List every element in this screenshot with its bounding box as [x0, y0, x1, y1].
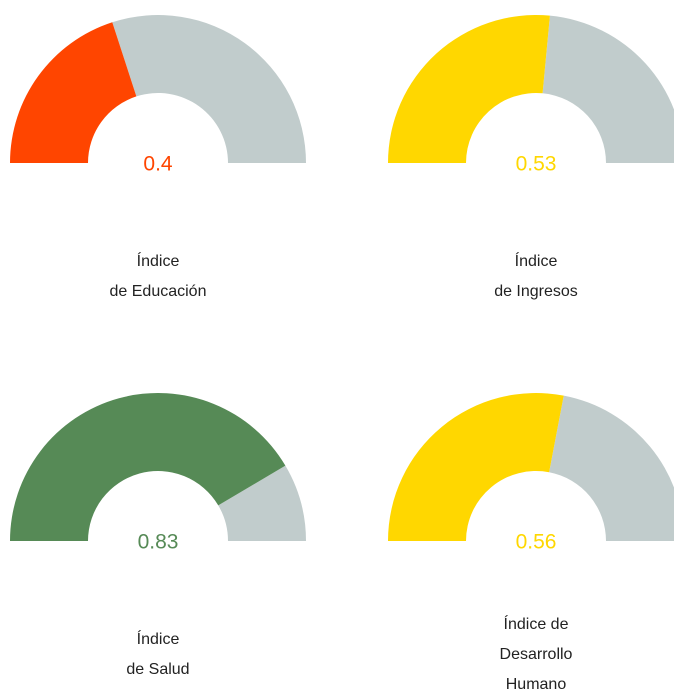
gauge-value-arc — [10, 392, 286, 541]
gauge-label: Humano — [506, 676, 567, 691]
gauge-track — [549, 395, 674, 541]
gauge-label: de Educación — [110, 283, 207, 300]
gauge-track — [112, 15, 306, 164]
gauge-label: Índice de — [504, 614, 569, 633]
gauge-label: de Salud — [126, 661, 189, 678]
gauge-value-label: 0.53 — [516, 153, 557, 176]
gauge-label: Índice — [515, 251, 558, 270]
gauge-value-arc — [10, 22, 137, 163]
gauge-value-label: 0.4 — [143, 153, 173, 176]
gauge-label: Desarrollo — [500, 646, 573, 663]
gauge-value-label: 0.56 — [516, 531, 557, 554]
gauge-value-arc — [388, 14, 550, 164]
gauge-value-arc — [388, 393, 564, 541]
gauge-label: Índice — [137, 629, 180, 648]
gauge-track — [542, 15, 674, 163]
gauge-label: de Ingresos — [494, 283, 578, 300]
gauge-label: Índice — [137, 251, 180, 270]
gauge-track — [218, 465, 306, 541]
gauge-value-label: 0.83 — [138, 531, 179, 554]
